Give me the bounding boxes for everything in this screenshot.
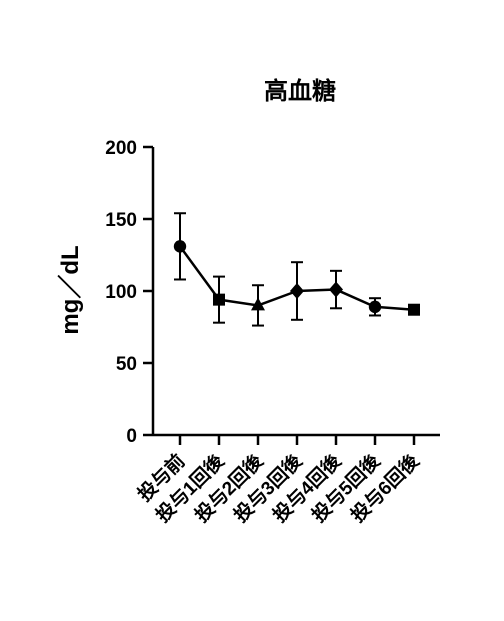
data-point-diamond bbox=[329, 281, 343, 298]
data-point-circle bbox=[173, 240, 187, 253]
chart-title: 高血糖 bbox=[264, 77, 336, 105]
data-point-triangle bbox=[251, 297, 265, 311]
data-layer bbox=[173, 212, 420, 327]
y-axis-label: mg／dL bbox=[57, 245, 84, 334]
y-tick-label: 100 bbox=[105, 282, 137, 303]
data-point-circle bbox=[368, 300, 382, 314]
data-point-diamond bbox=[290, 283, 304, 299]
y-tick-label: 0 bbox=[126, 426, 137, 447]
y-tick-label: 150 bbox=[105, 210, 137, 231]
data-point-square bbox=[213, 293, 225, 306]
y-tick-label: 50 bbox=[116, 354, 137, 375]
data-point-square bbox=[408, 303, 420, 316]
y-tick-label: 200 bbox=[105, 138, 137, 159]
